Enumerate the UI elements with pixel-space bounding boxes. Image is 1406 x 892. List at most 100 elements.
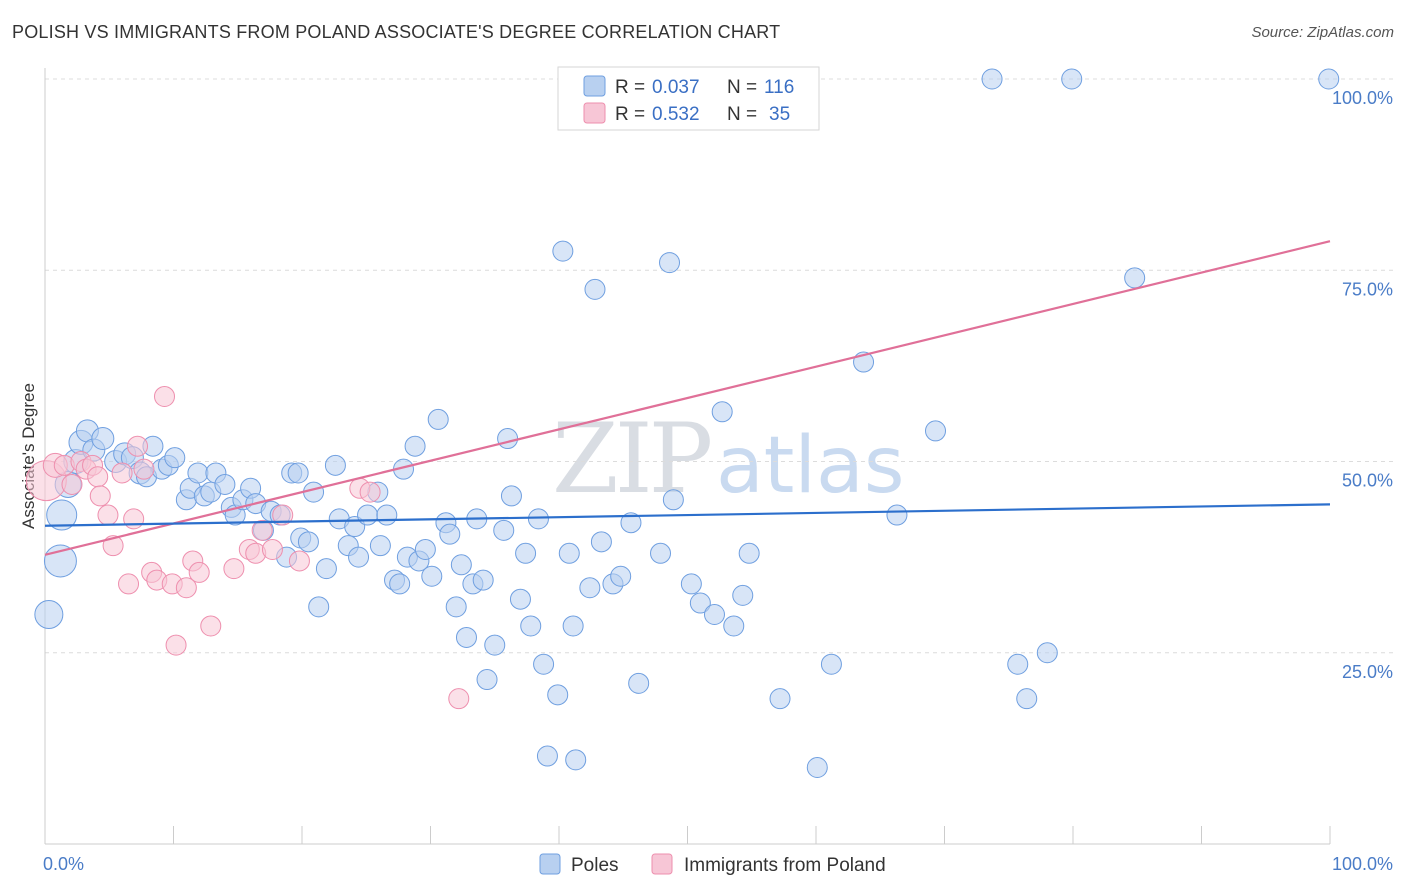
y-axis-label: Associate's Degree [19, 383, 38, 529]
bottom-legend-swatch-poles [539, 853, 561, 875]
immigrants-point-25 [223, 558, 245, 580]
immigrants-point-9 [97, 504, 119, 526]
poles-point-20 [187, 462, 209, 484]
bottom-legend: Poles Immigrants from Poland [539, 853, 886, 876]
poles-point-96 [711, 401, 733, 423]
immigrants-points [25, 385, 470, 710]
poles-point-68 [484, 634, 506, 656]
poles-point-81 [562, 615, 584, 637]
y-tick-label-2: 75.0% [1342, 279, 1393, 299]
poles-point-91 [659, 252, 681, 274]
poles-point-8 [91, 427, 115, 451]
poles-point-2 [46, 499, 78, 531]
poles-point-17 [164, 447, 186, 469]
poles-point-54 [404, 435, 426, 457]
x-tick-labels: 0.0% 100.0% [43, 854, 1393, 874]
poles-point-79 [552, 240, 574, 262]
immigrants-point-21 [175, 577, 197, 599]
poles-point-98 [732, 584, 754, 606]
poles-trendline [44, 503, 1331, 527]
immigrants-trendline [44, 240, 1331, 556]
poles-point-83 [579, 577, 601, 599]
poles-point-99 [738, 542, 760, 564]
bottom-legend-poles: Poles [571, 855, 619, 876]
legend-poles-n-value: 116 [764, 77, 794, 98]
immigrants-point-29 [261, 538, 283, 560]
poles-point-63 [455, 626, 477, 648]
poles-point-56 [414, 538, 436, 560]
poles-point-49 [376, 504, 398, 526]
poles-point-100 [769, 688, 791, 710]
poles-point-51 [389, 573, 411, 595]
poles-point-87 [610, 565, 632, 587]
immigrants-point-28 [251, 519, 273, 541]
poles-point-106 [981, 68, 1003, 90]
poles-point-40 [315, 558, 337, 580]
poles-point-97 [723, 615, 745, 637]
poles-point-95 [703, 604, 725, 625]
poles-point-1 [43, 544, 77, 578]
bottom-legend-swatch-immigrants [651, 853, 673, 875]
poles-point-46 [357, 504, 379, 526]
x-tick-label-0: 0.0% [43, 854, 84, 874]
poles-point-70 [497, 428, 519, 450]
y-tick-labels: 25.0% 50.0% 75.0% 100.0% [1332, 88, 1393, 682]
poles-point-82 [565, 749, 587, 771]
immigrants-point-34 [448, 688, 470, 710]
poles-point-48 [369, 535, 391, 557]
poles-point-90 [650, 542, 672, 564]
poles-point-73 [515, 542, 537, 564]
poles-point-39 [308, 596, 330, 618]
immigrants-point-30 [272, 504, 294, 526]
legend-poles-r-label: R = [615, 77, 645, 98]
poles-point-112 [1318, 68, 1340, 90]
source-label: Source: ZipAtlas.com [1251, 24, 1394, 41]
poles-point-89 [628, 672, 650, 694]
bottom-legend-immigrants: Immigrants from Poland [684, 855, 886, 876]
poles-point-35 [287, 462, 309, 484]
legend-immigrants-r-value: 0.532 [652, 104, 700, 125]
poles-point-84 [584, 278, 606, 300]
legend-swatch-immigrants [583, 102, 606, 124]
poles-point-111 [1124, 267, 1146, 289]
poles-point-37 [297, 531, 319, 553]
poles-point-101 [806, 757, 828, 778]
poles-point-0 [34, 600, 64, 629]
poles-point-62 [450, 554, 472, 576]
trendlines [44, 240, 1331, 556]
gridlines [45, 78, 1395, 654]
immigrants-point-15 [133, 458, 155, 480]
immigrants-point-13 [123, 508, 145, 530]
immigrants-point-20 [165, 634, 187, 656]
poles-point-105 [925, 420, 947, 442]
poles-point-61 [445, 596, 467, 618]
poles-point-72 [509, 588, 531, 610]
poles-point-24 [214, 473, 236, 495]
poles-point-80 [558, 542, 580, 564]
poles-point-45 [348, 546, 370, 568]
poles-point-92 [662, 489, 684, 511]
poles-point-102 [820, 653, 842, 675]
poles-point-57 [421, 565, 443, 587]
poles-point-85 [590, 531, 612, 553]
watermark-zip: ZIP [552, 403, 711, 515]
poles-point-75 [527, 508, 549, 530]
poles-point-93 [680, 573, 702, 595]
poles-point-66 [472, 569, 494, 591]
y-tick-label-0: 25.0% [1342, 662, 1393, 682]
y-tick-label-1: 50.0% [1342, 471, 1393, 491]
poles-point-58 [427, 408, 449, 430]
poles-point-108 [1016, 688, 1038, 710]
legend-swatch-poles [583, 75, 606, 97]
immigrants-point-14 [127, 435, 149, 457]
poles-point-109 [1036, 642, 1058, 664]
watermark: ZIP atlas [552, 403, 905, 515]
immigrants-point-24 [200, 615, 222, 637]
legend-immigrants-n-value: 35 [769, 104, 790, 125]
x-tick-label-1: 100.0% [1332, 854, 1393, 874]
poles-point-71 [500, 485, 522, 507]
y-tick-label-3: 100.0% [1332, 88, 1393, 108]
poles-point-69 [493, 519, 515, 541]
immigrants-point-10 [102, 535, 124, 557]
